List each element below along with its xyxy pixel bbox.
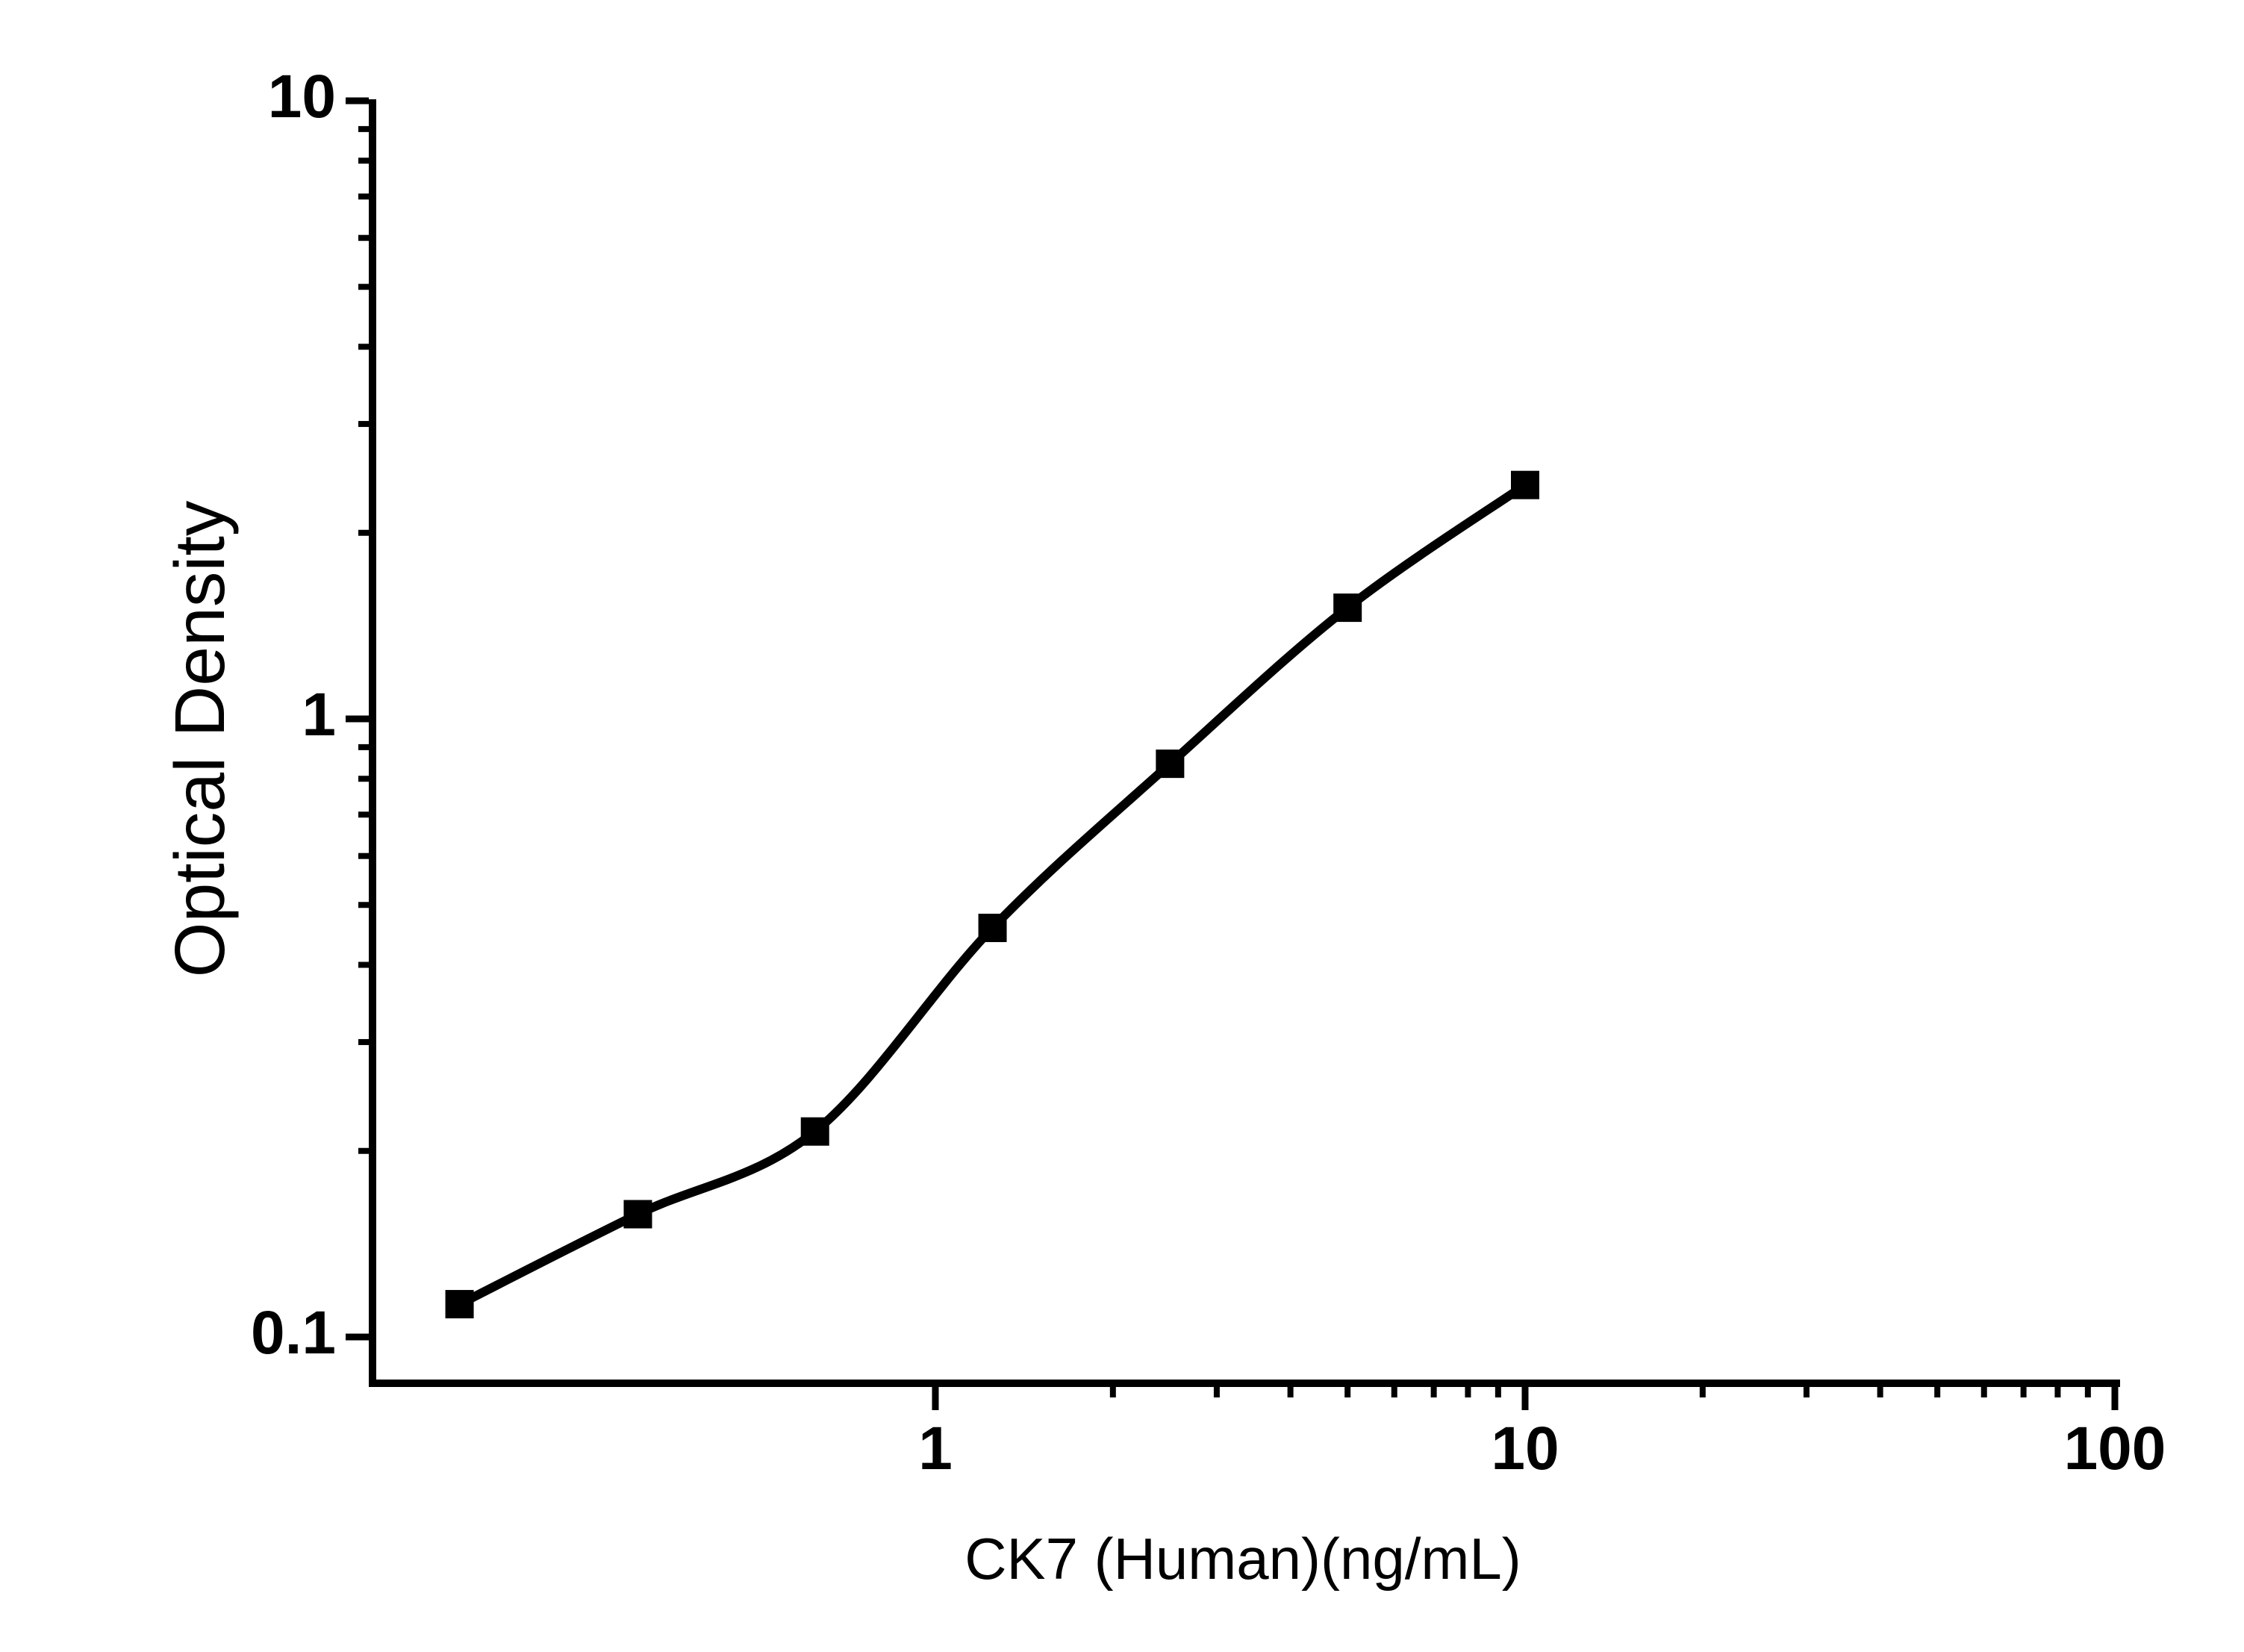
y-tick-label: 1	[302, 681, 336, 749]
y-axis: 0.1 1 10	[251, 63, 376, 1387]
x-axis: 1 10 100	[369, 1380, 2166, 1483]
data-point-marker	[1156, 749, 1185, 779]
y-axis-title: Optical Density	[160, 500, 240, 977]
x-tick-label: 100	[2064, 1415, 2166, 1483]
data-point-marker	[1511, 470, 1539, 499]
data-point-marker	[1333, 593, 1362, 623]
data-point-marker	[800, 1117, 829, 1146]
x-axis-title: CK7 (Human)(ng/mL)	[964, 1526, 1521, 1592]
series-group	[445, 470, 1539, 1319]
fit-curve-line	[457, 481, 1528, 1309]
data-point-marker	[623, 1200, 652, 1229]
x-tick-label: 1	[918, 1415, 953, 1483]
data-point-marker	[978, 914, 1007, 943]
y-tick-label: 0.1	[251, 1299, 336, 1367]
y-tick-label: 10	[268, 63, 336, 131]
data-point-marker	[445, 1290, 474, 1319]
x-tick-label: 10	[1491, 1415, 1559, 1483]
